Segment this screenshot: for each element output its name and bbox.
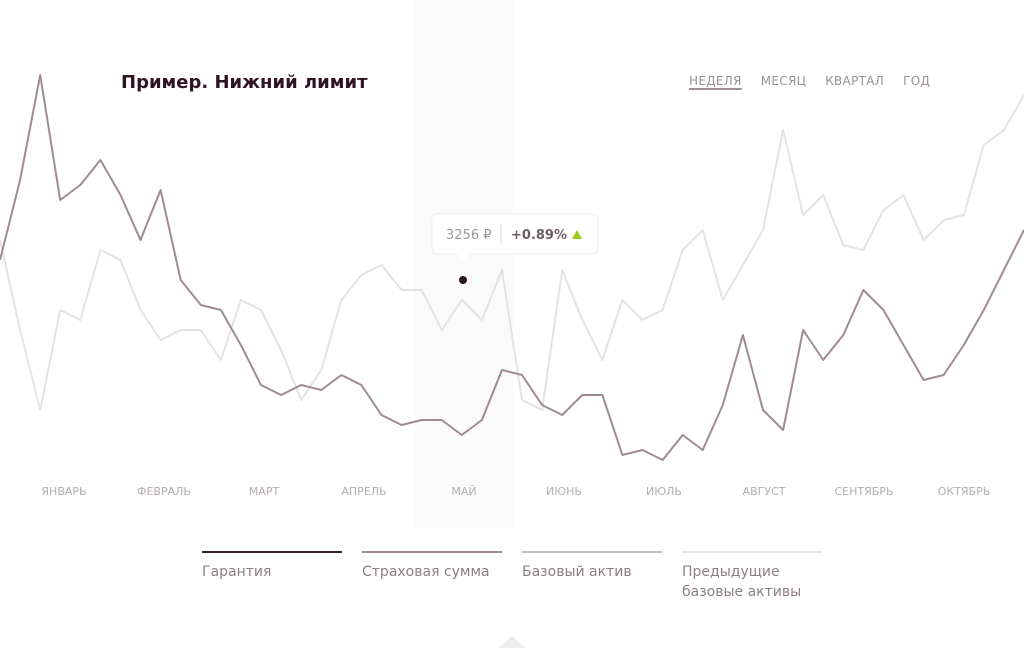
x-tick-label: ЯНВАРЬ: [41, 485, 86, 498]
x-tick-label: ФЕВРАЛЬ: [137, 485, 191, 498]
x-tick-label: СЕНТЯБРЬ: [835, 485, 894, 498]
x-tick-label: ОКТЯБРЬ: [938, 485, 991, 498]
period-tab[interactable]: КВАРТАЛ: [825, 74, 884, 88]
period-tab[interactable]: НЕДЕЛЯ: [689, 74, 742, 88]
x-tick-label: ИЮЛЬ: [646, 485, 682, 498]
legend-label[interactable]: Гарантия: [202, 564, 271, 580]
legend-label[interactable]: Предыдущие базовые активы: [682, 564, 801, 600]
x-tick-label: МАРТ: [249, 485, 280, 498]
up-arrow: [572, 230, 582, 239]
x-tick-label: МАЙ: [451, 485, 476, 498]
tooltip-price: 3256 ₽: [446, 228, 492, 243]
legend-label[interactable]: Страховая сумма: [362, 564, 490, 580]
x-tick-label: АПРЕЛЬ: [341, 485, 386, 498]
tooltip-box: [431, 213, 599, 255]
tooltip-change: +0.89%: [511, 228, 567, 243]
series-line: [0, 74, 1024, 461]
highlight-band: [415, 0, 513, 528]
hover-point: [459, 276, 467, 284]
legend-label[interactable]: Базовый актив: [522, 564, 632, 580]
x-tick-label: АВГУСТ: [743, 485, 786, 498]
period-tab[interactable]: ГОД: [903, 74, 930, 88]
tooltip-pointer: [456, 253, 470, 261]
chart-title: Пример. Нижний лимит: [121, 72, 368, 93]
plot: [0, 74, 1024, 461]
bottom-notch: [498, 636, 526, 648]
x-tick-label: ИЮНЬ: [546, 485, 582, 498]
period-tab[interactable]: МЕСЯЦ: [761, 74, 806, 88]
tooltip: 3256 ₽ +0.89%: [431, 213, 599, 284]
series-line: [0, 94, 1024, 411]
